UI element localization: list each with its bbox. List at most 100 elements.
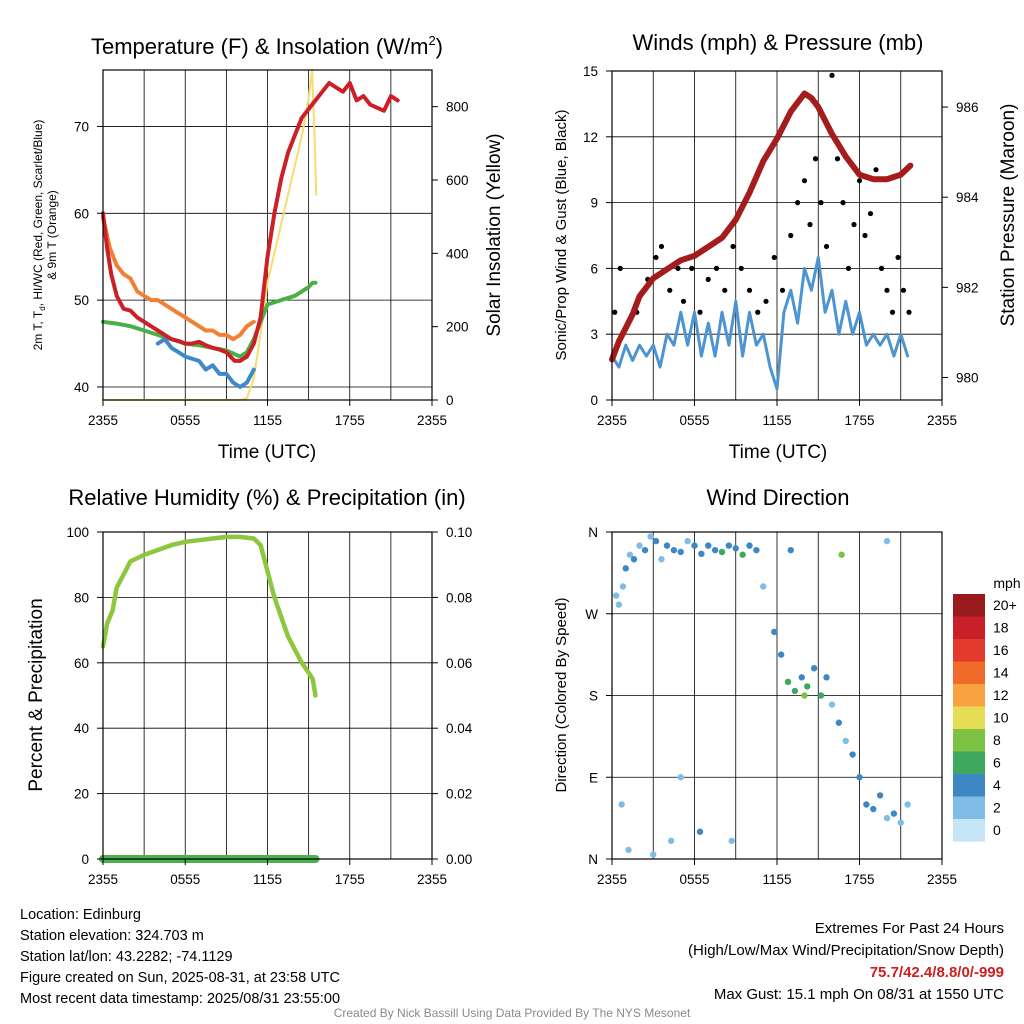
direction-point	[810, 665, 818, 672]
humidity-xtick-label: 1755	[335, 872, 365, 887]
temperature-grid	[103, 70, 432, 400]
temperature-hi_wc-line	[101, 280, 318, 359]
humidity-xtick-label: 1155	[253, 872, 282, 887]
direction-point	[817, 692, 825, 699]
created-text: Figure created on Sun, 2025-08-31, at 23…	[20, 970, 340, 986]
direction-point	[787, 546, 794, 554]
colorbar-label: 6	[993, 755, 1001, 771]
direction-point	[725, 542, 733, 549]
winds-gust-point	[906, 309, 912, 315]
direction-point	[823, 674, 830, 681]
humidity-ytick-left-label: 80	[74, 590, 89, 605]
humidity-ytick-left-label: 60	[74, 656, 89, 671]
footer-left: Location: Edinburg Station elevation: 32…	[20, 905, 340, 1010]
temperature-xtick-label: 0555	[170, 413, 200, 428]
direction-grid	[612, 532, 942, 859]
colorbar-swatch	[953, 751, 985, 774]
temperature-ticks: 2355 0555 1155 1755 2355 40 50 60 70 0 200 400 600 80…	[74, 100, 469, 428]
direction-panel: Wind Direction 2355 0555 1155 1755 2355 N E S W N…	[553, 485, 1021, 887]
direction-xtick-label: 2355	[597, 872, 627, 887]
winds-ytick-right-label: 980	[956, 370, 979, 385]
winds-panel: Winds (mph) & Pressure (mb) 2355 0555 1155…	[553, 30, 1019, 463]
winds-ytick-right-label: 982	[956, 280, 979, 295]
temperature-xtick-label: 2355	[88, 413, 118, 428]
temperature-ytick-right-label: 400	[446, 246, 469, 261]
temperature-ytick-right-label: 200	[446, 320, 469, 335]
direction-point	[838, 551, 845, 558]
direction-point	[835, 719, 843, 726]
colorbar-label: 20+	[993, 597, 1017, 613]
winds-gust-point	[713, 265, 720, 271]
colorbar-swatch	[953, 661, 985, 684]
temperature-t2m-line	[101, 81, 400, 363]
winds-gust-point	[823, 243, 830, 250]
humidity-series	[99, 534, 320, 863]
direction-xtick-label: 2355	[927, 872, 957, 887]
temperature-xlabel: Time (UTC)	[218, 442, 317, 463]
winds-ytick-left-label: 9	[590, 196, 598, 211]
winds-gust-point	[801, 178, 808, 184]
winds-gust-point	[895, 254, 901, 261]
winds-gust-point	[658, 243, 665, 250]
temperature-td-line	[155, 337, 256, 389]
temperature-ylabel-left: 2m T, Td, HI/WC (Red, Green, Scarlet/Blu…	[31, 120, 47, 351]
direction-point	[870, 805, 877, 813]
temperature-xtick-label: 2355	[417, 413, 447, 428]
humidity-ylabel-left: Percent & Precipitation	[26, 598, 47, 791]
humidity-xtick-label: 0555	[170, 872, 200, 887]
winds-ticks: 2355 0555 1155 1755 2355 0 3 6 9 12 15 980 982 984 986	[583, 64, 979, 428]
winds-gust-point	[771, 254, 777, 261]
direction-point	[630, 556, 638, 563]
winds-gust-point	[807, 221, 813, 228]
direction-xtick-label: 1755	[844, 872, 874, 887]
winds-gust-point	[738, 265, 744, 271]
colorbar-label: 4	[993, 777, 1001, 793]
winds-ytick-right-label: 984	[956, 190, 979, 205]
temperature-ytick-right-label: 0	[446, 393, 454, 408]
colorbar-label: 10	[993, 710, 1009, 726]
direction-point	[784, 678, 792, 686]
winds-gust-point	[818, 200, 824, 206]
colorbar-swatch	[953, 616, 985, 639]
direction-point	[791, 687, 799, 695]
direction-ytick-label: E	[589, 770, 598, 785]
colorbar-label: 16	[993, 642, 1009, 658]
humidity-ticks: 2355 0555 1155 1755 2355 0 20 40 60 80 100 0.00 0.02…	[66, 525, 472, 887]
humidity-ytick-right-label: 0.04	[446, 721, 473, 736]
direction-point	[615, 601, 623, 608]
temperature-solar-line	[102, 69, 318, 401]
direction-point	[622, 565, 629, 572]
winds-gust-point	[884, 287, 890, 293]
winds-gust-point	[689, 265, 695, 271]
colorbar-swatch	[953, 796, 985, 819]
winds-gust-point	[763, 298, 769, 304]
humidity-rh-line	[100, 534, 318, 698]
humidity-xtick-label: 2355	[417, 872, 447, 887]
winds-pressure-line	[609, 90, 914, 363]
winds-gust-point	[788, 232, 794, 239]
max-gust-text: Max Gust: 15.1 mph On 08/31 at 1550 UTC	[713, 986, 1004, 1003]
humidity-panel: Relative Humidity (%) & Precipitation (i…	[26, 485, 473, 887]
winds-ytick-right-label: 986	[956, 100, 979, 115]
direction-ytick-label: S	[589, 689, 598, 704]
direction-point	[849, 751, 856, 758]
direction-point	[897, 819, 904, 826]
colorbar-label: 14	[993, 665, 1009, 681]
colorbar-label: 18	[993, 620, 1009, 636]
direction-point	[626, 551, 634, 558]
direction-point	[760, 583, 767, 590]
location-text: Location: Edinburg	[20, 907, 141, 923]
latlon-text: Station lat/lon: 43.2282; -74.1129	[20, 949, 233, 965]
direction-point	[828, 701, 836, 708]
credit-text: Created By Nick Bassill Using Data Provi…	[333, 1006, 691, 1020]
direction-point	[647, 533, 654, 540]
winds-gust-point	[873, 167, 879, 173]
direction-point	[804, 683, 811, 690]
direction-point	[732, 545, 739, 552]
temperature-ytick-right-label: 800	[446, 100, 469, 115]
colorbar-swatch	[953, 819, 985, 842]
direction-point	[698, 550, 705, 557]
winds-gust-point	[730, 243, 736, 250]
winds-gust-point	[840, 200, 846, 206]
footer-right: Extremes For Past 24 Hours (High/Low/Max…	[688, 918, 1004, 1006]
